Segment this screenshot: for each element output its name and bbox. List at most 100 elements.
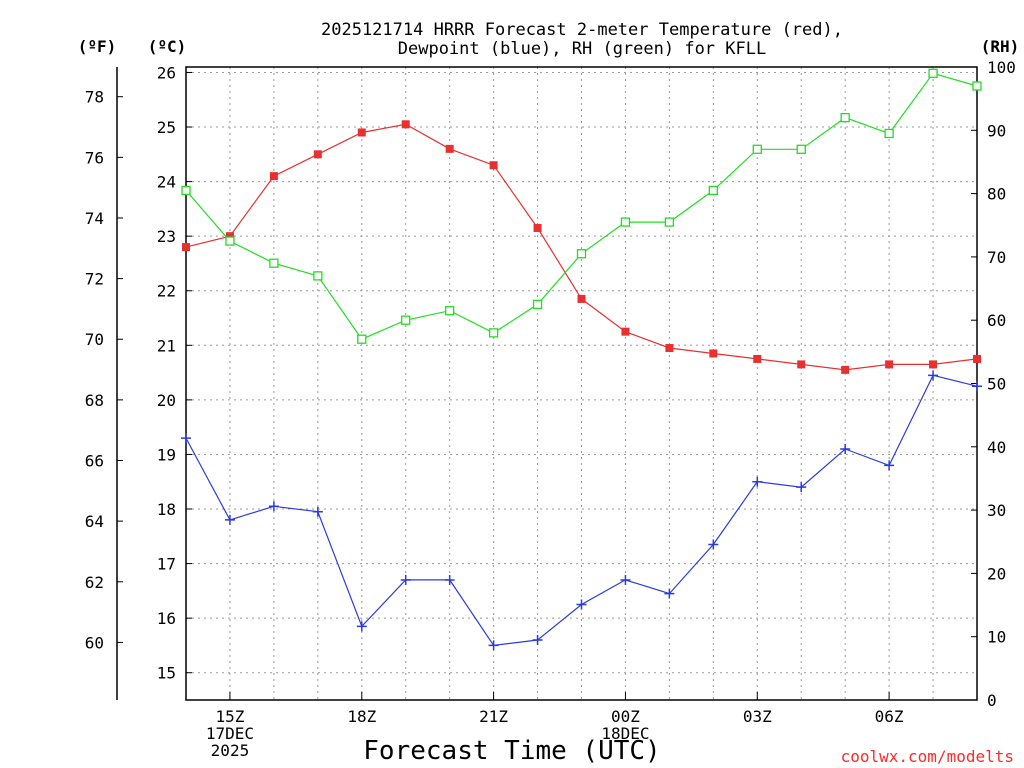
rh-axis-label: (RH) bbox=[981, 37, 1020, 56]
dewpoint-point bbox=[312, 506, 323, 517]
fahrenheit-tick-label: 64 bbox=[85, 512, 104, 531]
dewpoint-point bbox=[972, 381, 982, 392]
dewpoint-point bbox=[708, 539, 719, 550]
rh-point bbox=[488, 328, 499, 338]
rh-point bbox=[620, 217, 631, 227]
dewpoint-point bbox=[884, 460, 895, 471]
celsius-tick-label: 16 bbox=[157, 609, 176, 628]
dewpoint-point bbox=[796, 482, 807, 493]
temperature-point bbox=[182, 243, 190, 252]
celsius-tick-label: 17 bbox=[157, 555, 176, 574]
fahrenheit-tick-label: 70 bbox=[85, 330, 104, 349]
rh-tick-label: 100 bbox=[987, 58, 1016, 77]
celsius-tick-label: 15 bbox=[157, 664, 176, 683]
dewpoint-point bbox=[444, 574, 455, 585]
dewpoint-point bbox=[181, 433, 191, 444]
temperature-point bbox=[841, 365, 850, 374]
dewpoint-point bbox=[356, 621, 367, 632]
temperature-point bbox=[533, 223, 542, 232]
celsius-tick-label: 26 bbox=[157, 63, 176, 82]
celsius-tick-label: 18 bbox=[157, 500, 176, 519]
fahrenheit-axis-label: (ºF) bbox=[78, 37, 117, 56]
fahrenheit-tick-label: 68 bbox=[85, 391, 104, 410]
celsius-tick-label: 19 bbox=[157, 445, 176, 464]
rh-tick-label: 50 bbox=[987, 375, 1006, 394]
celsius-tick-label: 22 bbox=[157, 282, 176, 301]
rh-point bbox=[225, 236, 235, 246]
temperature-point bbox=[313, 150, 322, 159]
fahrenheit-tick-label: 78 bbox=[85, 88, 104, 107]
temperature-point bbox=[577, 294, 586, 303]
dewpoint-point bbox=[268, 501, 279, 512]
rh-tick-label: 20 bbox=[987, 564, 1006, 583]
x-tick-label: 18Z bbox=[347, 707, 376, 726]
fahrenheit-tick-label: 66 bbox=[85, 452, 104, 471]
temperature-point bbox=[621, 327, 630, 336]
rh-point bbox=[269, 258, 279, 268]
dewpoint-point bbox=[928, 370, 939, 381]
rh-point bbox=[972, 81, 982, 91]
x-tick-label: 18DEC bbox=[601, 724, 649, 743]
fahrenheit-tick-label: 74 bbox=[85, 209, 104, 228]
temperature-point bbox=[973, 354, 981, 363]
dewpoint-point bbox=[620, 574, 631, 585]
x-tick-label: 17DEC bbox=[206, 724, 254, 743]
temperature-point bbox=[797, 360, 806, 369]
rh-point bbox=[401, 315, 411, 325]
x-axis-label: Forecast Time (UTC) bbox=[363, 736, 660, 766]
x-tick-label: 21Z bbox=[479, 707, 508, 726]
fahrenheit-tick-label: 76 bbox=[85, 148, 104, 167]
rh-point bbox=[445, 306, 455, 316]
rh-point bbox=[313, 271, 323, 281]
rh-point bbox=[664, 217, 675, 227]
rh-point bbox=[840, 112, 850, 123]
rh-point bbox=[357, 334, 367, 344]
rh-tick-label: 90 bbox=[987, 121, 1006, 140]
rh-tick-label: 30 bbox=[987, 501, 1006, 520]
temperature-point bbox=[709, 349, 718, 358]
temperature-point bbox=[753, 354, 762, 363]
dewpoint-point bbox=[532, 634, 543, 645]
rh-tick-label: 0 bbox=[987, 691, 997, 710]
x-tick-label: 2025 bbox=[211, 741, 250, 760]
temperature-point bbox=[489, 161, 498, 170]
x-tick-label: 00Z bbox=[611, 707, 640, 726]
x-tick-label: 06Z bbox=[875, 707, 904, 726]
dewpoint-point bbox=[664, 588, 675, 599]
celsius-axis-label: (ºC) bbox=[148, 37, 187, 56]
rh-point bbox=[796, 144, 806, 154]
rh-tick-label: 80 bbox=[987, 185, 1006, 204]
rh-tick-label: 70 bbox=[987, 248, 1006, 267]
celsius-tick-label: 21 bbox=[157, 336, 176, 355]
temperature-point bbox=[269, 172, 278, 181]
rh-point bbox=[708, 185, 718, 196]
title-line-2: Dewpoint (blue), RH (green) for KFLL bbox=[398, 39, 766, 59]
dewpoint-point bbox=[752, 476, 763, 487]
dewpoint-point bbox=[224, 514, 235, 525]
rh-point bbox=[532, 299, 543, 310]
temperature-point bbox=[929, 360, 938, 369]
rh-tick-label: 60 bbox=[987, 311, 1006, 330]
celsius-tick-label: 25 bbox=[157, 118, 176, 137]
rh-tick-label: 10 bbox=[987, 628, 1006, 647]
rh-tick-label: 40 bbox=[987, 438, 1006, 457]
rh-point bbox=[928, 68, 938, 78]
x-tick-label: 03Z bbox=[743, 707, 772, 726]
title-line-1: 2025121714 HRRR Forecast 2-meter Tempera… bbox=[321, 20, 843, 40]
chart-title: 2025121714 HRRR Forecast 2-meter Tempera… bbox=[321, 20, 843, 59]
rh-point bbox=[884, 128, 894, 139]
dewpoint-point bbox=[576, 599, 587, 610]
dewpoint-point bbox=[840, 443, 851, 454]
fahrenheit-tick-label: 62 bbox=[85, 573, 104, 592]
series-layer bbox=[181, 68, 982, 651]
celsius-tick-label: 20 bbox=[157, 391, 176, 410]
axes: 15 16 17 18 19 20 21 22 23 24 25 26 60 62 64 66 68 70 72 74… bbox=[85, 58, 1016, 760]
rh-point bbox=[576, 249, 587, 259]
fahrenheit-tick-label: 72 bbox=[85, 270, 104, 289]
temperature-point bbox=[225, 232, 234, 241]
celsius-tick-label: 23 bbox=[157, 227, 176, 246]
rh-point bbox=[181, 185, 191, 196]
x-tick-label: 15Z bbox=[215, 707, 244, 726]
fahrenheit-tick-label: 60 bbox=[85, 633, 104, 652]
